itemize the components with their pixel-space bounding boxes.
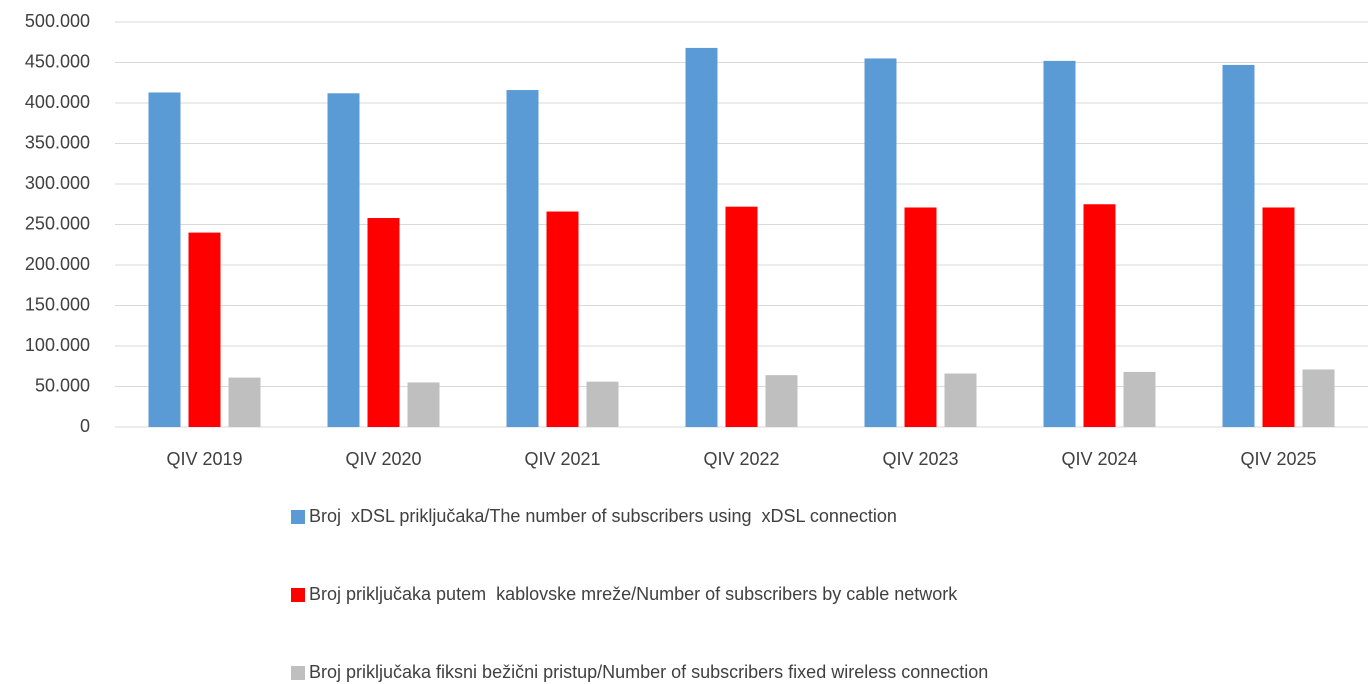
x-tick-label: QIV 2020 <box>345 449 421 469</box>
bar <box>188 232 221 427</box>
bar <box>1123 371 1156 427</box>
bar <box>586 381 619 427</box>
bar <box>546 211 579 427</box>
x-tick-label: QIV 2022 <box>703 449 779 469</box>
x-tick-label: QIV 2025 <box>1240 449 1316 469</box>
y-tick-label: 50.000 <box>35 375 90 395</box>
y-tick-label: 250.000 <box>25 213 90 233</box>
y-tick-label: 350.000 <box>25 132 90 152</box>
legend-label: Broj priključaka fiksni bežični pristup/… <box>309 662 988 682</box>
x-tick-label: QIV 2024 <box>1061 449 1137 469</box>
x-tick-label: QIV 2023 <box>882 449 958 469</box>
bar <box>1302 369 1335 427</box>
bar <box>327 93 360 427</box>
bar <box>1262 207 1295 427</box>
x-tick-label: QIV 2021 <box>524 449 600 469</box>
bar <box>228 377 261 427</box>
bar <box>367 218 400 427</box>
bar <box>725 206 758 427</box>
legend-swatch <box>291 666 305 680</box>
bar <box>506 90 539 427</box>
bar <box>864 58 897 427</box>
bar <box>1043 60 1076 427</box>
x-tick-label: QIV 2019 <box>166 449 242 469</box>
y-tick-label: 450.000 <box>25 51 90 71</box>
y-tick-label: 400.000 <box>25 92 90 112</box>
bar <box>1083 204 1116 427</box>
legend-swatch <box>291 588 305 602</box>
legend-label: Broj priključaka putem kablovske mreže/N… <box>309 584 958 604</box>
bar <box>944 373 977 427</box>
legend-label: Broj xDSL priključaka/The number of subs… <box>309 506 897 526</box>
bar <box>765 375 798 427</box>
bar <box>904 207 937 427</box>
y-tick-label: 0 <box>80 416 90 436</box>
bar <box>1222 64 1255 428</box>
bar <box>685 47 718 428</box>
y-tick-label: 300.000 <box>25 173 90 193</box>
bar <box>148 92 181 427</box>
y-tick-label: 500.000 <box>25 11 90 31</box>
legend-swatch <box>291 510 305 524</box>
y-tick-label: 200.000 <box>25 254 90 274</box>
y-tick-label: 100.000 <box>25 335 90 355</box>
y-tick-label: 150.000 <box>25 294 90 314</box>
bar <box>407 382 440 427</box>
